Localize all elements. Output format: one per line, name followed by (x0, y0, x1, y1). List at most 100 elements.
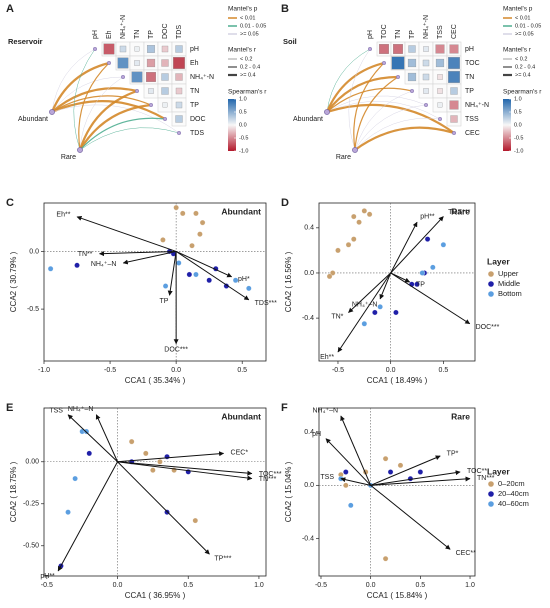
env-vector (337, 272, 392, 353)
mantel-link (348, 48, 371, 151)
legend-label: 40–60cm (498, 499, 529, 508)
cell (173, 57, 185, 69)
legend-title: Mantel's r (503, 47, 532, 54)
sample-point (424, 236, 431, 242)
y-tick-label: 0.00 (25, 459, 39, 466)
vector-label: pH** (420, 214, 435, 221)
sample-point (192, 517, 199, 524)
legend-title: Mantel's r (228, 47, 257, 54)
cell (175, 115, 183, 123)
cell (119, 45, 127, 53)
y-tick-label: -0.4 (302, 536, 314, 543)
env-vector (95, 414, 118, 462)
y-tick-label: -0.4 (302, 315, 314, 322)
cell (134, 60, 140, 66)
group-label: Rare (61, 154, 76, 161)
vector-label: pH (312, 431, 321, 438)
legend-label: Upper (498, 269, 519, 278)
vector-label: Eh** (56, 212, 70, 219)
legend-label: 0–20cm (498, 479, 525, 488)
y-tick-label: -0.5 (27, 306, 39, 313)
x-axis-label: CCA1 ( 36.95% ) (125, 591, 186, 600)
x-tick-label: 0.0 (113, 582, 123, 589)
x-tick-label: 0.5 (237, 367, 247, 374)
column-label: TP (409, 30, 416, 39)
column-label: TDS (176, 25, 183, 39)
vector-label: pH** (40, 573, 55, 580)
cell (175, 73, 183, 81)
cell (408, 45, 416, 53)
sample-point (343, 482, 349, 489)
env-vector (76, 215, 177, 252)
x-tick-label: 0.0 (171, 367, 181, 374)
sample-point (326, 273, 333, 280)
cell (407, 72, 417, 82)
env-vector (370, 470, 461, 486)
cell (448, 57, 460, 69)
mantel-link (326, 103, 455, 134)
vector-label: TP (160, 298, 169, 305)
sample-point (47, 265, 54, 272)
variable-node (396, 74, 401, 79)
sample-point (348, 502, 354, 509)
legend-label: < 0.01 (240, 15, 255, 21)
legend-title: Spearman's r (503, 89, 542, 96)
y-tick-label: -0.25 (23, 501, 39, 508)
site-label: Soil (283, 37, 297, 46)
x-tick-label: 0.5 (183, 582, 193, 589)
vector-label: TDS*** (255, 300, 277, 307)
variable-node (134, 88, 139, 93)
sample-point (372, 309, 378, 316)
row-label: NH₄⁺-N (190, 74, 214, 81)
plot-frame (43, 407, 267, 577)
env-vector (117, 461, 253, 476)
cell (437, 102, 443, 108)
cell (448, 71, 460, 83)
panel-label: E (6, 402, 13, 414)
panel-label: A (6, 3, 14, 15)
mantel-link (51, 48, 96, 113)
y-tick-label: 0.0 (304, 270, 314, 277)
cell (134, 46, 140, 52)
cell (162, 102, 168, 108)
vector-label: TSS (49, 407, 63, 414)
colorbar-tick-label: 1.0 (514, 96, 522, 102)
env-vector (325, 438, 372, 486)
mantel-link (354, 104, 427, 151)
row-label: NH₄⁺-N (465, 102, 489, 109)
env-vector (340, 415, 372, 486)
panel-label: F (281, 402, 288, 414)
legend-label: >= 0.4 (515, 72, 531, 78)
vector-label: TN* (331, 313, 343, 320)
vector-label: TN*** (477, 475, 495, 482)
legend-label: >= 0.05 (240, 31, 259, 37)
vector-label: CEC* (231, 450, 249, 457)
sample-point (246, 285, 252, 292)
sample-point (74, 262, 80, 269)
env-vector (340, 477, 371, 486)
group-node (352, 147, 358, 153)
colorbar-tick-label: 0.5 (514, 109, 522, 115)
cell (161, 87, 169, 95)
env-vector (379, 272, 392, 300)
cell (103, 43, 115, 55)
variable-node (382, 61, 387, 66)
x-axis-label: CCA1 ( 18.49% ) (367, 376, 428, 385)
column-label: TSS (437, 25, 444, 39)
mantel-link (326, 48, 371, 113)
sample-point (377, 304, 383, 310)
variable-node (424, 102, 429, 107)
env-vector (390, 221, 418, 274)
y-axis-label: CCA2 ( 15.04% ) (284, 461, 293, 522)
row-label: TN (465, 74, 474, 81)
cell (148, 88, 154, 94)
column-label: NH₄⁺-N (423, 15, 430, 39)
cell (437, 74, 443, 80)
variable-node (148, 102, 153, 107)
variable-node (106, 61, 111, 66)
sample-point (176, 260, 182, 266)
sample-point (343, 469, 349, 475)
cell (422, 59, 430, 67)
panel-title: Abundant (221, 411, 261, 421)
row-label: TN (190, 88, 199, 95)
